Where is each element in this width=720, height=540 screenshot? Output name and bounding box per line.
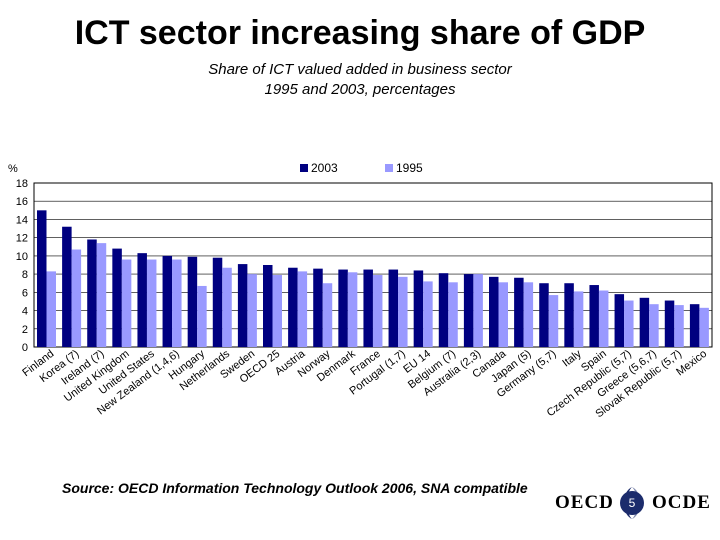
bar-2003 — [539, 283, 549, 347]
subtitle-line-1: Share of ICT valued added in business se… — [208, 61, 512, 78]
bar-1995 — [448, 282, 458, 347]
bar-2003 — [112, 248, 122, 347]
bar-2003 — [664, 300, 675, 347]
bar-1995 — [523, 282, 534, 347]
bar-2003 — [564, 283, 574, 347]
slide-title: ICT sector increasing share of GDP — [74, 14, 646, 52]
bar-1995 — [398, 276, 408, 347]
bar-1995 — [96, 243, 107, 347]
bar-2003 — [413, 270, 424, 347]
y-tick-label: 16 — [16, 196, 28, 208]
bar-2003 — [288, 267, 298, 347]
bar-1995 — [347, 272, 358, 347]
bar-1995 — [322, 283, 333, 347]
bar-2003 — [489, 276, 499, 347]
bar-2003 — [514, 277, 524, 347]
y-tick-label: 12 — [16, 233, 28, 245]
bar-2003 — [162, 255, 173, 347]
bar-2003 — [137, 253, 147, 347]
bar-1995 — [674, 305, 684, 347]
bar-1995 — [372, 275, 383, 347]
bar-2003 — [388, 269, 399, 347]
bar-2003 — [87, 239, 97, 347]
bar-1995 — [624, 300, 634, 347]
bar-1995 — [71, 249, 82, 347]
bar-1995 — [46, 271, 56, 347]
bar-2003 — [62, 226, 72, 347]
bar-2003 — [263, 265, 273, 347]
y-tick-label: 0 — [22, 342, 28, 354]
bar-2003 — [187, 256, 198, 347]
bar-1995 — [222, 267, 232, 347]
bar-2003 — [338, 269, 348, 347]
bar-2003 — [689, 304, 700, 347]
bar-1995 — [146, 259, 157, 347]
bar-2003 — [313, 268, 323, 347]
bar-1995 — [548, 295, 559, 347]
bar-1995 — [498, 282, 508, 347]
bar-2003 — [237, 264, 248, 347]
bar-1995 — [172, 259, 182, 347]
bar-1995 — [699, 307, 709, 347]
bar-2003 — [463, 274, 474, 347]
chart-subtitle: Share of ICT valued added in business se… — [0, 60, 720, 100]
bar-1995 — [649, 304, 659, 347]
y-tick-label: 10 — [16, 251, 28, 263]
y-tick-label: 8 — [22, 269, 28, 281]
y-tick-label: 18 — [16, 178, 28, 190]
bar-1995 — [272, 275, 282, 347]
legend-swatch — [300, 164, 308, 172]
oecd-logo-text: OECD — [555, 492, 614, 513]
bar-1995 — [121, 259, 132, 347]
bar-1995 — [197, 285, 207, 347]
bar-1995 — [297, 271, 308, 347]
y-tick-label: 6 — [22, 287, 28, 299]
bar-2003 — [212, 257, 223, 347]
bar-1995 — [473, 274, 483, 347]
bar-1995 — [423, 281, 433, 347]
source-note: Source: OECD Information Technology Outl… — [62, 480, 528, 496]
bar-2003 — [639, 297, 650, 347]
ocde-logo-text: OCDE — [652, 492, 711, 513]
y-tick-label: 14 — [16, 214, 28, 226]
subtitle-line-2: 1995 and 2003, percentages — [264, 81, 456, 98]
bar-2003 — [363, 269, 373, 347]
bar-1995 — [573, 291, 584, 347]
y-tick-label: 2 — [22, 324, 28, 336]
bar-2003 — [37, 210, 47, 347]
bar-2003 — [614, 294, 625, 347]
bar-2003 — [438, 273, 449, 347]
y-axis-label: % — [8, 163, 18, 175]
bar-1995 — [247, 274, 257, 347]
legend-label: 2003 — [311, 161, 338, 175]
legend-swatch — [385, 164, 393, 172]
page-number: 5 — [620, 491, 644, 515]
y-tick-label: 4 — [22, 306, 28, 318]
bar-2003 — [589, 285, 599, 347]
bar-1995 — [598, 290, 609, 347]
legend-label: 1995 — [396, 161, 423, 175]
